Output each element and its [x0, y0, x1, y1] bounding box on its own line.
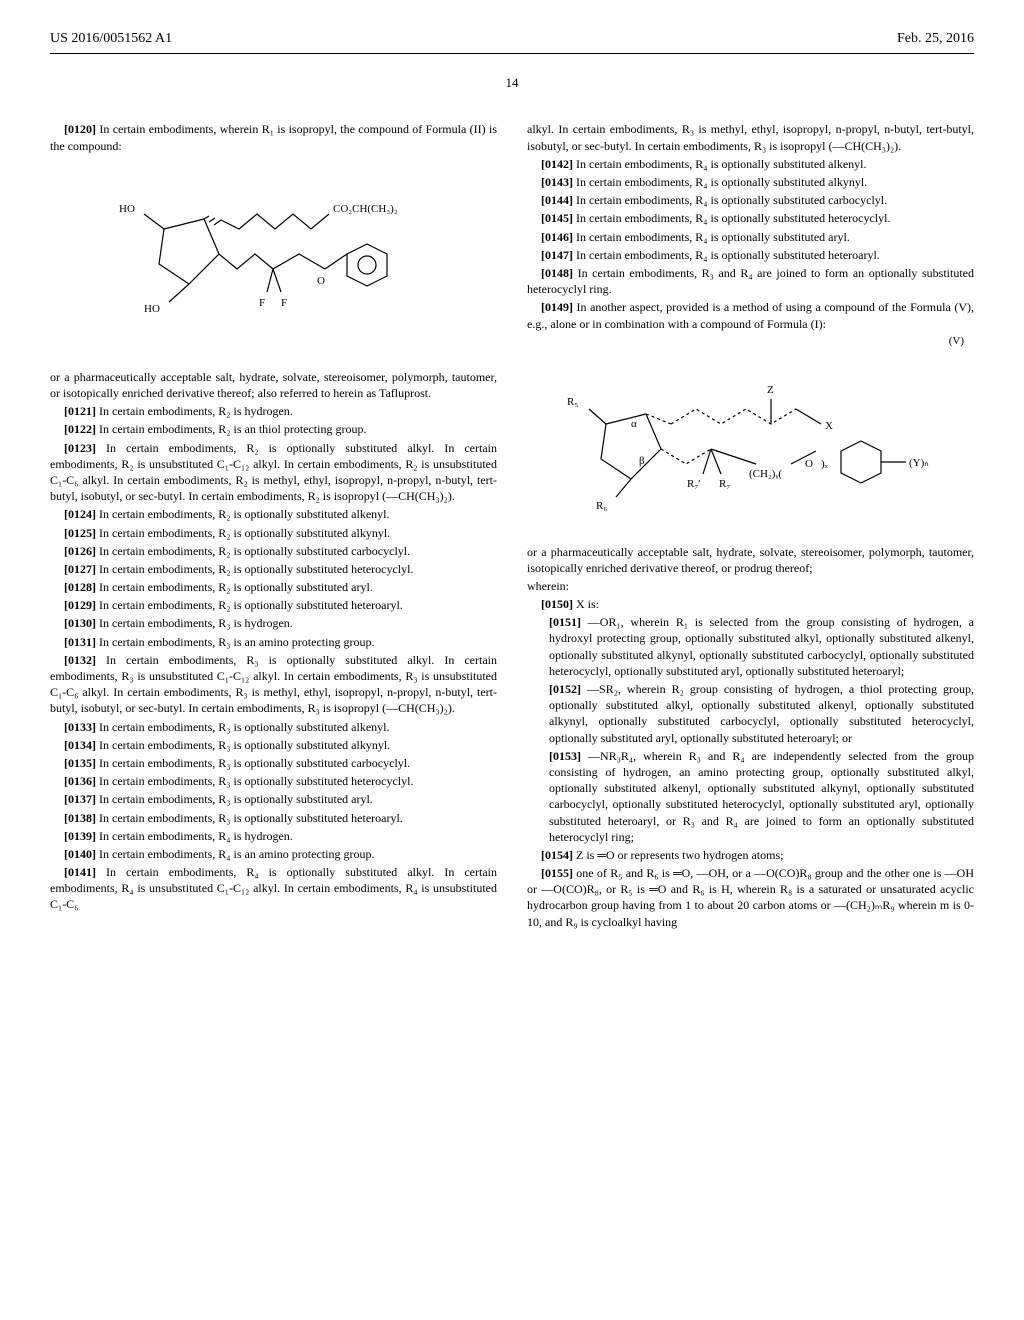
content-columns: [0120] In certain embodiments, wherein R… [50, 121, 974, 931]
fig2-label-alpha: α [631, 418, 637, 430]
para-0155: [0155] one of R₅ and R₆ is ═O, —OH, or a… [527, 865, 974, 930]
para-0128: [0128] In certain embodiments, R₂ is opt… [50, 579, 497, 595]
wherein-text: wherein: [527, 578, 974, 594]
para-0123: [0123] In certain embodiments, R₂ is opt… [50, 440, 497, 505]
para-0143: [0143] In certain embodiments, R₄ is opt… [527, 174, 974, 190]
para-cont: alkyl. In certain embodiments, R₃ is met… [527, 121, 974, 153]
para-0120: [0120] In certain embodiments, wherein R… [50, 121, 497, 153]
fig2-label-yn: (Y)ₙ [909, 457, 929, 469]
fig1-label-o: O [317, 275, 325, 287]
para-0138: [0138] In certain embodiments, R₃ is opt… [50, 810, 497, 826]
fig2-label-ch2y: (CH₂)ᵧ( [749, 468, 782, 480]
para-0145: [0145] In certain embodiments, R₄ is opt… [527, 210, 974, 226]
para-0127: [0127] In certain embodiments, R₂ is opt… [50, 561, 497, 577]
left-column: [0120] In certain embodiments, wherein R… [50, 121, 497, 931]
para-0121: [0121] In certain embodiments, R₂ is hyd… [50, 403, 497, 419]
page-number: 14 [50, 74, 974, 92]
para-0141: [0141] In certain embodiments, R₄ is opt… [50, 864, 497, 913]
fig1-label-co2: CO₂CH(CH₃)₂ [333, 203, 398, 215]
chemical-structure-1: HO HO CO₂CH(CH₃)₂ F F O [50, 174, 497, 344]
para-0129: [0129] In certain embodiments, R₂ is opt… [50, 597, 497, 613]
para-0139: [0139] In certain embodiments, R₄ is hyd… [50, 828, 497, 844]
x-sublist: [0151] —OR₁, wherein R₁ is selected from… [549, 614, 974, 845]
para-0135: [0135] In certain embodiments, R₃ is opt… [50, 755, 497, 771]
fig2-label-x: X [825, 420, 833, 432]
fig2-label-r7: R₇ [719, 478, 730, 490]
para-0150: [0150] X is: [527, 596, 974, 612]
header-left: US 2016/0051562 A1 [50, 30, 172, 49]
fig1-label-ho2: HO [144, 303, 160, 315]
para-0147: [0147] In certain embodiments, R₄ is opt… [527, 247, 974, 263]
para-0131: [0131] In certain embodiments, R₃ is an … [50, 634, 497, 650]
para-0134: [0134] In certain embodiments, R₃ is opt… [50, 737, 497, 753]
para-0146: [0146] In certain embodiments, R₄ is opt… [527, 229, 974, 245]
post-fig2-text: or a pharmaceutically acceptable salt, h… [527, 544, 974, 576]
para-0154: [0154] Z is ═O or represents two hydroge… [527, 847, 974, 863]
fig2-label-r7p: R₇′ [687, 478, 701, 490]
fig2-label-paren: )ₓ [821, 458, 829, 470]
para-0124: [0124] In certain embodiments, R₂ is opt… [50, 506, 497, 522]
para-0144: [0144] In certain embodiments, R₄ is opt… [527, 192, 974, 208]
para-0149: [0149] In another aspect, provided is a … [527, 299, 974, 331]
para-0148: [0148] In certain embodiments, R₃ and R₄… [527, 265, 974, 297]
para-0142: [0142] In certain embodiments, R₄ is opt… [527, 156, 974, 172]
fig2-label-r6: R₆ [596, 500, 607, 512]
fig1-label-f1: F [259, 297, 265, 309]
para-0153: [0153] —NR₃R₄, wherein R₃ and R₄ are ind… [549, 748, 974, 845]
para-0126: [0126] In certain embodiments, R₂ is opt… [50, 543, 497, 559]
para-0130: [0130] In certain embodiments, R₃ is hyd… [50, 615, 497, 631]
header-right: Feb. 25, 2016 [897, 30, 974, 49]
para-0151: [0151] —OR₁, wherein R₁ is selected from… [549, 614, 974, 679]
fig1-label-f2: F [281, 297, 287, 309]
fig2-label-o: O [805, 458, 813, 470]
fig2-label-beta: β [639, 455, 645, 467]
para-0133: [0133] In certain embodiments, R₃ is opt… [50, 719, 497, 735]
formula-v-label: (V) [527, 334, 974, 349]
para-0132: [0132] In certain embodiments, R₃ is opt… [50, 652, 497, 717]
post-fig1-text: or a pharmaceutically acceptable salt, h… [50, 369, 497, 401]
fig1-label-ho1: HO [119, 203, 135, 215]
para-0137: [0137] In certain embodiments, R₃ is opt… [50, 791, 497, 807]
right-column: alkyl. In certain embodiments, R₃ is met… [527, 121, 974, 931]
para-0152: [0152] —SR₂, wherein R₂ group consisting… [549, 681, 974, 746]
page-header: US 2016/0051562 A1 Feb. 25, 2016 [50, 30, 974, 54]
para-0140: [0140] In certain embodiments, R₄ is an … [50, 846, 497, 862]
fig2-label-z: Z [767, 384, 774, 396]
fig2-label-r5: R₅ [567, 396, 578, 408]
para-0125: [0125] In certain embodiments, R₂ is opt… [50, 525, 497, 541]
para-0122: [0122] In certain embodiments, R₂ is an … [50, 421, 497, 437]
para-0136: [0136] In certain embodiments, R₃ is opt… [50, 773, 497, 789]
chemical-structure-2: R₅ R₆ α β Z X R₇′ R₇ (CH₂)ᵧ( O )ₓ (Y)ₙ [527, 369, 974, 519]
